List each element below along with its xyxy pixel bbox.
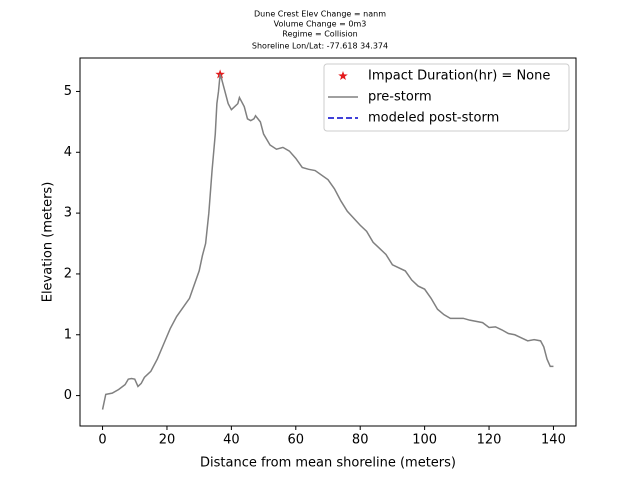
chart-title: Shoreline Lon/Lat: -77.618 34.374 — [252, 42, 388, 51]
x-tick-label: 80 — [352, 433, 369, 448]
chart-title: Regime = Collision — [282, 30, 357, 39]
y-tick-label: 5 — [64, 84, 72, 99]
x-axis-label: Distance from mean shoreline (meters) — [200, 456, 456, 471]
legend-label: Impact Duration(hr) = None — [368, 69, 550, 84]
marker — [215, 69, 225, 79]
y-tick-label: 0 — [64, 388, 72, 403]
y-tick-label: 2 — [64, 266, 72, 281]
legend-marker — [338, 71, 348, 81]
y-tick-label: 1 — [64, 327, 72, 342]
x-tick-label: 60 — [288, 433, 305, 448]
x-tick-label: 140 — [541, 433, 566, 448]
x-tick-label: 20 — [159, 433, 176, 448]
x-tick-label: 100 — [412, 433, 437, 448]
chart-title: Volume Change = 0m3 — [274, 20, 367, 29]
legend-label: pre-storm — [368, 90, 432, 105]
x-tick-label: 120 — [477, 433, 502, 448]
legend-box — [323, 63, 570, 132]
legend: Impact Duration(hr) = None pre-storm model… — [323, 63, 570, 132]
line — [101, 74, 554, 410]
chart-title: Dune Crest Elev Change = nanm — [254, 10, 386, 19]
plot-frame — [79, 57, 577, 427]
legend-label: modeled post-storm — [368, 111, 499, 126]
y-tick-label: 3 — [64, 206, 72, 221]
y-tick-label: 4 — [64, 145, 72, 160]
x-tick-label: 0 — [98, 433, 106, 448]
y-axis-label: Elevation (meters) — [41, 182, 56, 303]
x-tick-label: 40 — [223, 433, 240, 448]
